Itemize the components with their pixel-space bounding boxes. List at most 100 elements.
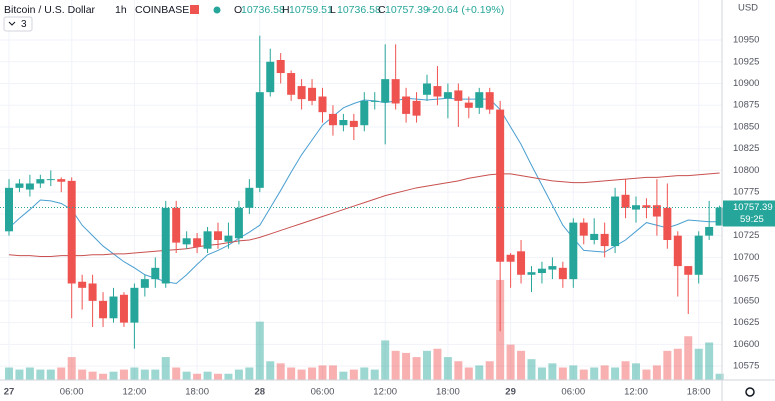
volume-bar	[506, 344, 515, 380]
ohlc-key: O	[234, 4, 242, 16]
volume-bar	[579, 369, 588, 380]
candle-body	[517, 251, 526, 275]
candle-body	[318, 96, 327, 113]
candle-body	[454, 90, 463, 101]
volume-bar	[57, 367, 66, 380]
candle-body	[276, 60, 285, 74]
candle-body	[443, 92, 452, 99]
moving-average	[8, 172, 720, 258]
candle-body	[5, 187, 13, 232]
candle-body	[402, 96, 411, 114]
volume-bar	[412, 357, 421, 380]
candle-body	[715, 207, 724, 226]
axes: 1057510600106251065010675107001072510750…	[0, 35, 775, 398]
x-tick-label: 12:00	[373, 387, 397, 398]
y-tick-label: 10825	[733, 143, 759, 154]
volume-bar	[464, 367, 473, 380]
candle-body	[57, 179, 66, 182]
volume-bar	[119, 369, 128, 380]
volume-bar	[715, 373, 724, 380]
candle-body	[119, 294, 128, 323]
y-tick-label: 10775	[733, 187, 759, 198]
x-tick-label: 27	[4, 387, 15, 398]
volume-bar	[454, 361, 463, 380]
candle-body	[537, 268, 546, 274]
candle-body	[611, 196, 620, 247]
candle-body	[464, 102, 473, 108]
symbol-name[interactable]: Bitcoin / U.S. Dollar	[4, 4, 96, 16]
candle-body	[78, 281, 87, 288]
candle-body	[642, 205, 651, 208]
volume-bar	[99, 373, 108, 380]
x-tick-label: 06:00	[561, 387, 585, 398]
candle-body	[569, 222, 578, 280]
candle-body	[412, 100, 421, 116]
ohlc-key: H	[282, 4, 290, 16]
candle-body	[172, 207, 181, 243]
volume-bar	[485, 361, 494, 380]
candle-body	[203, 231, 212, 249]
volume-bar	[318, 365, 327, 380]
candle-body	[663, 207, 672, 240]
candle-body	[182, 238, 191, 245]
ohlc-value: 10736.58	[241, 4, 285, 16]
volume-bar	[391, 350, 400, 380]
volume-bar	[214, 373, 222, 380]
volume-bar	[632, 363, 640, 380]
volume-bar	[193, 373, 202, 380]
candle-body	[255, 92, 264, 188]
y-tick-label: 10950	[733, 35, 759, 46]
candle-body	[130, 287, 139, 323]
x-tick-label: 12:00	[123, 387, 147, 398]
volume-bar	[402, 352, 411, 380]
candle-body	[433, 86, 442, 97]
candle-body	[214, 231, 222, 240]
currency-label: USD	[738, 3, 758, 14]
ohlc-value: 10757.39	[385, 4, 429, 16]
candle-body	[88, 283, 97, 301]
x-tick-label: 18:00	[185, 387, 209, 398]
last-price-label: 10757.39	[733, 202, 773, 213]
exchange: COINBASE	[135, 4, 189, 16]
volume-bar	[694, 348, 703, 380]
volume-bar	[276, 363, 285, 380]
volume-bar	[590, 367, 599, 380]
volume-bar	[517, 350, 526, 380]
volume-bar	[5, 367, 13, 380]
candle-body	[558, 267, 567, 280]
y-tick-label: 10700	[733, 252, 759, 263]
candle-body	[266, 61, 275, 93]
candle-body	[621, 194, 630, 208]
candle-body	[308, 87, 317, 101]
volume-bar	[46, 369, 55, 380]
volume-bar	[569, 365, 578, 380]
candle-body	[370, 100, 379, 102]
volume-bar	[423, 350, 431, 380]
last-price-box	[723, 200, 775, 227]
candle-body	[339, 120, 348, 126]
candle-body	[25, 183, 34, 190]
candle-body	[224, 235, 233, 242]
y-tick-label: 10575	[733, 361, 759, 372]
volume-bar	[245, 367, 254, 380]
volume-bar	[705, 342, 714, 380]
indicators-toggle[interactable]	[3, 16, 33, 32]
settings-icon[interactable]	[745, 387, 755, 397]
candle-body	[673, 235, 682, 267]
candle-body	[15, 183, 24, 188]
candle-body	[328, 113, 337, 126]
volume-bar	[161, 357, 170, 380]
y-tick-label: 10875	[733, 100, 759, 111]
flag-icon[interactable]	[190, 5, 199, 14]
volume-bar	[308, 367, 317, 380]
ohlc-key: C	[378, 4, 386, 16]
candle-body	[36, 179, 45, 184]
volume-bar	[652, 365, 661, 380]
y-tick-label: 10675	[733, 274, 759, 285]
y-tick-label: 10725	[733, 230, 759, 241]
interval[interactable]: 1h	[115, 4, 127, 16]
volume-bar	[558, 367, 567, 380]
candle-body	[600, 233, 609, 247]
